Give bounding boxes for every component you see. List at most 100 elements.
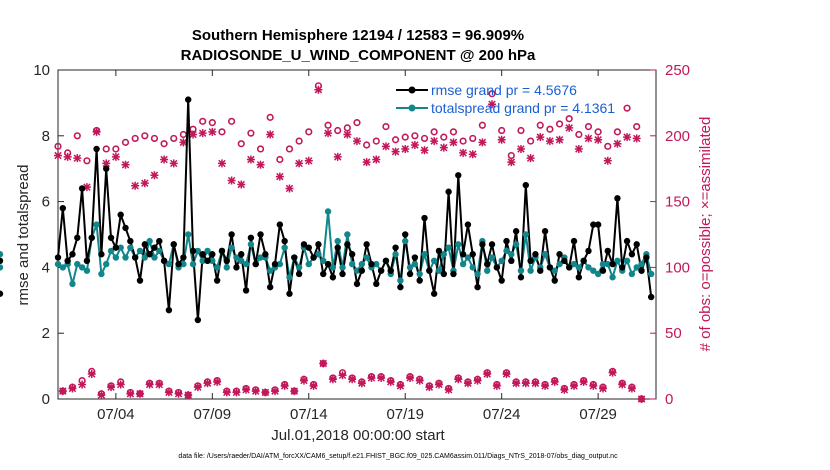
obs-possible-point [575,130,583,139]
totalspread-point [469,264,476,271]
rmse-point [247,234,255,241]
totalspread-point [103,260,110,268]
obs-assimilated-point [348,375,357,384]
obs-assimilated-point [434,380,443,389]
obs-assimilated-point [116,380,125,389]
obs-assimilated-point [584,134,593,143]
rmse-point [575,274,583,281]
totalspread-point [503,247,510,255]
obs-assimilated-point [449,138,458,147]
obs-assimilated-point [63,152,72,161]
rmse-point [238,251,245,258]
obs-possible-point [305,128,313,136]
totalspread-point [522,231,529,238]
obs-assimilated-point [410,141,419,150]
obs-assimilated-point [213,377,222,386]
obs-possible-point [372,137,380,145]
totalspread-point [590,267,597,274]
obs-assimilated-point [618,380,627,389]
obs-assimilated-point [391,147,400,156]
obs-assimilated-point [208,127,217,136]
y-right-tick-label: 50 [665,325,682,342]
totalspread-point [238,257,245,265]
totalspread-point [551,267,558,274]
rmse-point [392,244,399,251]
totalspread-point [305,260,312,268]
rmse-point [368,260,375,268]
rmse-point [455,172,462,179]
rmse-point [122,224,129,232]
obs-possible-point [382,122,390,131]
totalspread-point [623,257,631,265]
x-tick-label: 07/29 [579,406,617,423]
y-tick-label: 10 [33,62,50,79]
rmse-point [59,204,67,212]
y-right-tick-label: 250 [665,62,690,79]
obs-assimilated-point [406,373,415,382]
totalspread-point [213,264,221,271]
y-right-tick-label: 150 [665,194,690,211]
obs-assimilated-point [357,379,366,388]
rmse-point [165,306,173,314]
rmse-point [103,165,110,172]
totalspread-point [599,260,607,268]
rmse-point [628,251,636,258]
rmse-point [493,264,501,271]
obs-possible-point [478,121,486,129]
legend-totalspread-label: totalspread grand pr = 4.1361 [431,100,615,116]
obs-assimilated-point [266,130,275,139]
y-axis-label: rmse and totalspread [15,165,32,306]
obs-assimilated-point [271,387,280,396]
totalspread-point [146,237,153,245]
obs-assimilated-point [555,135,564,144]
rmse-point [131,254,139,261]
obs-possible-point [141,132,149,140]
rmse-point [450,270,457,278]
rmse-point [638,267,645,274]
rmse-point [233,264,240,271]
totalspread-point [402,237,409,245]
rmse-point [464,221,472,228]
chart-title-line1: Southern Hemisphere 12194 / 12583 = 96.9… [192,27,524,44]
obs-assimilated-point [290,387,299,396]
obs-assimilated-point [135,389,144,398]
y-tick-label: 4 [42,259,50,276]
obs-assimilated-point [468,150,477,159]
obs-possible-point [536,121,544,129]
obs-possible-point [102,145,110,153]
rmse-point [585,247,592,255]
obs-assimilated-point [68,384,77,393]
rmse-point [305,244,312,251]
y-tick-label: 2 [42,325,50,342]
rmse-point [291,254,298,261]
rmse-point [194,316,202,324]
totalspread-point [373,260,380,268]
rmse-point [329,274,337,281]
obs-assimilated-point [222,388,231,397]
rmse-point [286,290,293,297]
totalspread-point [435,267,443,274]
totalspread-point [228,244,235,251]
obs-assimilated-point [507,158,516,167]
obs-assimilated-point [314,85,323,94]
obs-possible-point [228,117,236,125]
obs-assimilated-point [531,379,540,388]
totalspread-point [0,251,4,258]
obs-possible-point [121,138,130,146]
obs-assimilated-point [242,385,251,394]
obs-assimilated-point [295,159,304,168]
obs-possible-point [623,104,631,112]
rmse-point [320,270,327,278]
obs-assimilated-point [579,377,588,386]
totalspread-point [93,221,100,228]
x-tick-label: 07/19 [386,406,424,423]
totalspread-point [156,247,163,255]
obs-possible-point [420,134,429,143]
obs-possible-point [276,155,284,164]
totalspread-point [324,208,332,215]
rmse-point [136,277,144,284]
obs-possible-point [430,128,438,136]
totalspread-point [242,260,250,268]
obs-assimilated-point [107,383,116,392]
